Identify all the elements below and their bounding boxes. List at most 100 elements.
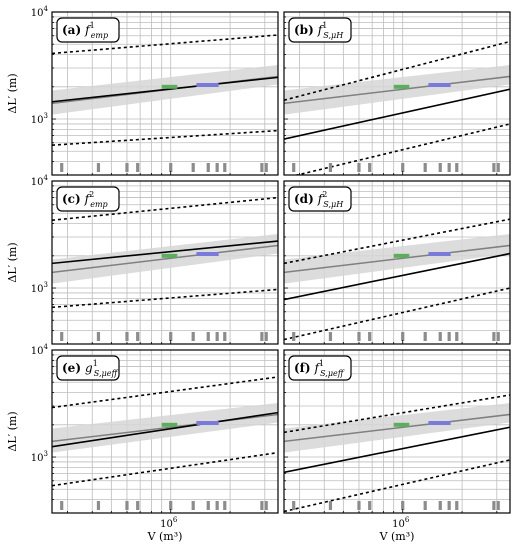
panel-d: (d) f2 S,μH [283, 180, 511, 345]
panel-frame [51, 349, 279, 514]
y-axis-label: ΔL′ (m) [6, 73, 19, 113]
rug-tick [215, 163, 219, 172]
fit-line [284, 426, 510, 474]
rug-tick [496, 501, 500, 510]
panel-label: (d) f2 S,μH [294, 190, 344, 209]
rug-tick [455, 332, 459, 341]
rug-tick [357, 163, 361, 172]
rug-tick [96, 332, 101, 341]
y-tick-label: 104 [31, 5, 49, 19]
lower-bound-line [52, 451, 278, 487]
y-axis-label: ΔL′ (m) [6, 411, 19, 451]
upper-bound-line [284, 394, 510, 434]
rug-tick [492, 501, 496, 510]
rug-tick [401, 501, 405, 510]
rug-tick [423, 332, 427, 341]
rug-tick [492, 163, 496, 172]
rug-tick [125, 163, 129, 172]
panel-label-box [56, 186, 120, 212]
x-tick-label: 106 [392, 516, 410, 530]
upper-bound-line [284, 40, 510, 101]
reference-fit-line [52, 244, 278, 274]
fit-line [284, 88, 510, 140]
x-axis-label: V (m³) [379, 530, 415, 543]
panel-label: (f) f1 S,μeff [294, 359, 345, 378]
rug-tick [368, 501, 372, 510]
panel-frame [51, 11, 279, 176]
panel-a: (a) f1 emp [51, 11, 279, 176]
panel-frame [283, 11, 511, 176]
rug-tick [223, 501, 227, 510]
rug-tick [328, 332, 333, 341]
panel-frame [283, 180, 511, 345]
rug-tick [447, 163, 451, 172]
rug-tick [169, 501, 173, 510]
rug-tick [264, 163, 268, 172]
rug-tick [169, 163, 173, 172]
rug-tick [455, 501, 459, 510]
rug-tick [206, 332, 210, 341]
rug-tick [401, 163, 405, 172]
fit-line [52, 411, 278, 448]
reference-fit-line [284, 75, 510, 105]
plot-area [52, 350, 278, 513]
y-tick-label: 103 [31, 112, 48, 126]
panel-label-box [288, 186, 352, 212]
rug-tick [292, 332, 296, 341]
reference-fit-line [284, 413, 510, 443]
upper-bound-line [52, 376, 278, 409]
rug-tick [368, 332, 372, 341]
panel-label: (e) g1 S,μeff [62, 359, 118, 378]
rug-tick [438, 332, 442, 341]
panel-f: (f) f1 S,μeff [283, 349, 511, 514]
rug-tick [215, 501, 219, 510]
rug-tick [368, 163, 372, 172]
rug-tick [96, 501, 101, 510]
panel-label-box [288, 17, 352, 43]
rug-tick [136, 163, 140, 172]
plot-area [284, 12, 510, 175]
rug-tick [496, 163, 500, 172]
lower-bound-line [284, 459, 510, 513]
rug-tick [264, 332, 268, 341]
rug-tick [223, 332, 227, 341]
plot-area [284, 181, 510, 344]
rug-tick [60, 163, 64, 172]
lower-bound-line [293, 123, 510, 175]
y-tick-label: 103 [31, 450, 48, 464]
rug-tick [264, 501, 268, 510]
rug-tick [136, 332, 140, 341]
rug-tick [206, 501, 210, 510]
rug-tick [169, 332, 173, 341]
fit-line [52, 76, 278, 103]
x-tick-label: 106 [160, 516, 178, 530]
rug-tick [423, 163, 427, 172]
lower-bound-line [52, 288, 278, 309]
rug-tick [292, 163, 296, 172]
rug-tick [223, 163, 227, 172]
rug-tick [357, 332, 361, 341]
rug-tick [292, 501, 296, 510]
rug-tick [260, 332, 264, 341]
x-axis-label: V (m³) [147, 530, 183, 543]
panel-b: (b) f1 S,μH [283, 11, 511, 176]
panel-label-box [288, 355, 352, 381]
rug-tick [191, 163, 195, 172]
upper-bound-line [284, 218, 510, 265]
panel-frame [51, 180, 279, 345]
panel-label: (b) f1 S,μH [294, 21, 344, 40]
fit-line [52, 240, 278, 265]
plot-area [52, 12, 278, 175]
rug-tick [328, 501, 333, 510]
y-tick-label: 103 [31, 281, 48, 295]
panel-c: (c) f2 emp [51, 180, 279, 345]
rug-tick [206, 163, 210, 172]
upper-bound-line [52, 196, 278, 222]
rug-tick [496, 332, 500, 341]
rug-tick [136, 501, 140, 510]
rug-tick [438, 501, 442, 510]
panel-frame [283, 349, 511, 514]
rug-tick [260, 501, 264, 510]
rug-tick [328, 163, 333, 172]
